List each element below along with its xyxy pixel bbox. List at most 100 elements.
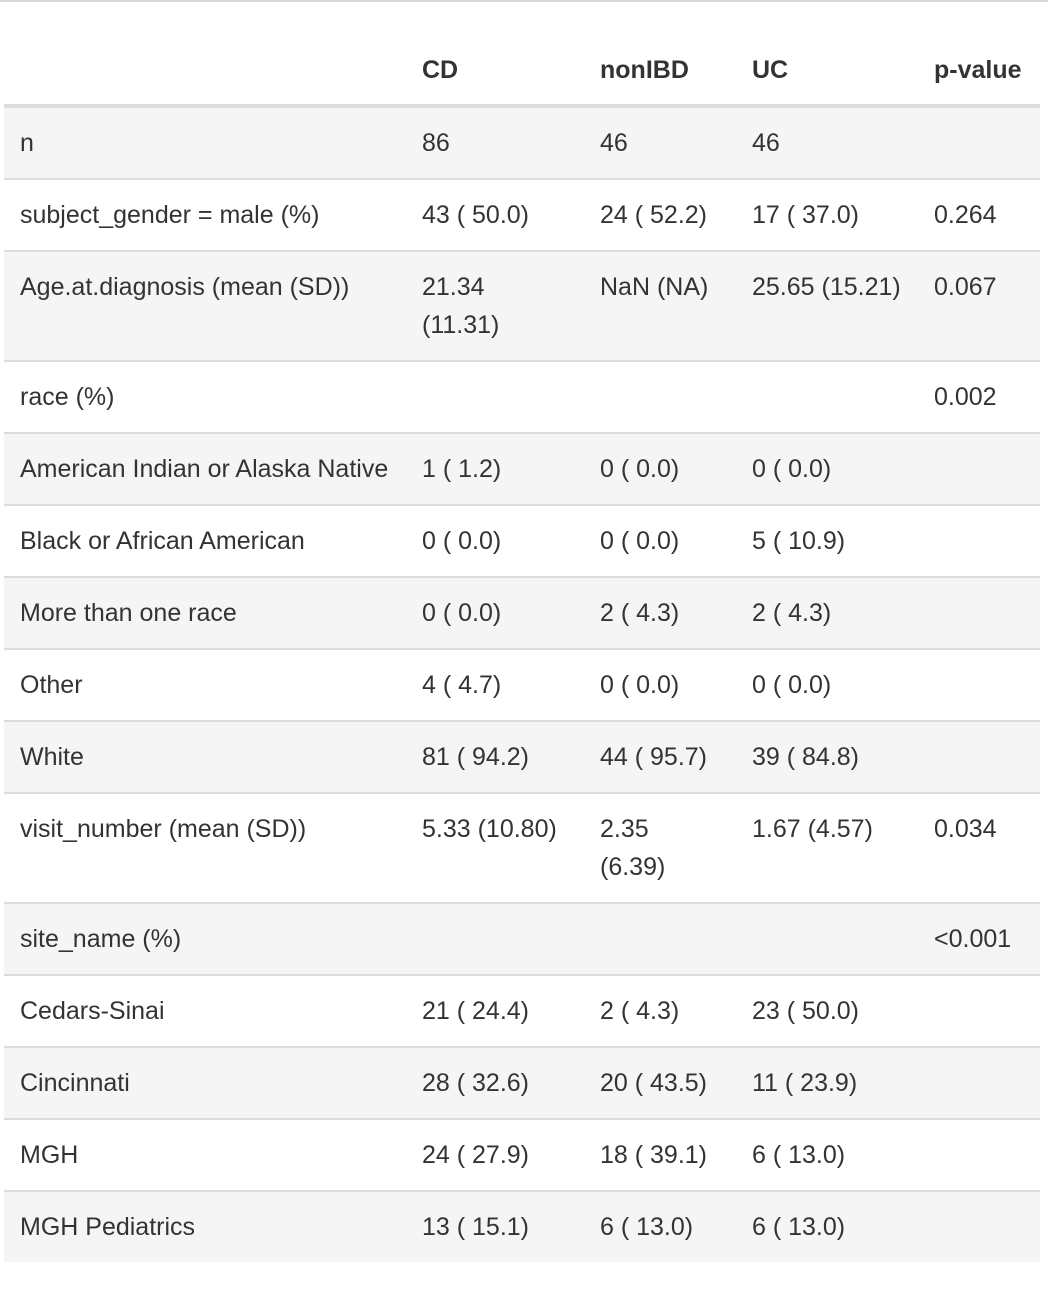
cell-p-value: 0.067 bbox=[918, 250, 1040, 361]
cell-p-value bbox=[918, 648, 1040, 721]
cell-uc: 11 ( 23.9) bbox=[736, 1046, 918, 1119]
cell-variable: n bbox=[4, 106, 406, 179]
cell-nonibd: 6 ( 13.0) bbox=[584, 1190, 736, 1262]
cell-nonibd: 24 ( 52.2) bbox=[584, 178, 736, 251]
top-rule bbox=[0, 0, 1048, 2]
cell-cd: 1 ( 1.2) bbox=[406, 432, 584, 505]
cell-uc: 17 ( 37.0) bbox=[736, 178, 918, 251]
cell-uc: 5 ( 10.9) bbox=[736, 504, 918, 577]
cell-uc bbox=[736, 360, 918, 433]
cell-cd: 5.33 (10.80) bbox=[406, 792, 584, 903]
header-cell-uc: UC bbox=[736, 2, 918, 108]
table-body: n 86 46 46 subject_gender = male (%) 43 ( 50.… bbox=[4, 106, 1040, 1262]
cell-variable: race (%) bbox=[4, 360, 406, 433]
cell-nonibd: NaN (NA) bbox=[584, 250, 736, 361]
cell-cd bbox=[406, 360, 584, 433]
cell-nonibd bbox=[584, 902, 736, 975]
table-row: subject_gender = male (%) 43 ( 50.0) 24 ( … bbox=[4, 178, 1040, 251]
table-row: MGH 24 ( 27.9) 18 ( 39.1) 6 ( 13.0) bbox=[4, 1118, 1040, 1191]
header-cell-p-value: p-​value bbox=[918, 2, 1040, 108]
cell-variable: MGH bbox=[4, 1118, 406, 1191]
cell-nonibd: 44 ( 95.7) bbox=[584, 720, 736, 793]
cell-variable: Other bbox=[4, 648, 406, 721]
cell-p-value bbox=[918, 974, 1040, 1047]
cell-cd: 0 ( 0.0) bbox=[406, 504, 584, 577]
cell-cd: 24 ( 27.9) bbox=[406, 1118, 584, 1191]
cell-p-value bbox=[918, 106, 1040, 179]
table-row: visit_number (mean (SD)) 5.33 (10.80) 2.35… bbox=[4, 792, 1040, 903]
cell-p-value: 0.034 bbox=[918, 792, 1040, 903]
cell-cd: 21.34 (11.31) bbox=[406, 250, 584, 361]
table-row: Other 4 ( 4.7) 0 ( 0.0) 0 ( 0.0) bbox=[4, 648, 1040, 721]
table-row: Age.at.diagnosis (mean (SD)) 21.34 (11.31… bbox=[4, 250, 1040, 361]
cell-cd: 13 ( 15.1) bbox=[406, 1190, 584, 1262]
table-row: site_name (%) <0.001 bbox=[4, 902, 1040, 975]
cell-p-value: <0.001 bbox=[918, 902, 1040, 975]
table-row: MGH Pediatrics 13 ( 15.1) 6 ( 13.0) 6 ( 13.… bbox=[4, 1190, 1040, 1262]
cell-cd bbox=[406, 902, 584, 975]
cell-cd: 81 ( 94.2) bbox=[406, 720, 584, 793]
cell-variable: White bbox=[4, 720, 406, 793]
cell-uc: 25.65 (15.21) bbox=[736, 250, 918, 361]
cell-uc: 23 ( 50.0) bbox=[736, 974, 918, 1047]
table-row: Cedars-Sinai 21 ( 24.4) 2 ( 4.3) 23 ( 50.0) bbox=[4, 974, 1040, 1047]
cell-uc: 2 ( 4.3) bbox=[736, 576, 918, 649]
cell-nonibd: 0 ( 0.0) bbox=[584, 648, 736, 721]
cell-nonibd bbox=[584, 360, 736, 433]
header-cell-cd: CD bbox=[406, 2, 584, 108]
table-row: n 86 46 46 bbox=[4, 106, 1040, 179]
cell-p-value: 0.002 bbox=[918, 360, 1040, 433]
cell-cd: 28 ( 32.6) bbox=[406, 1046, 584, 1119]
cell-uc bbox=[736, 902, 918, 975]
summary-table: CD nonIBD UC p-​value n 86 46 46 subject_gen… bbox=[4, 2, 1040, 1262]
cell-variable: Black or African American bbox=[4, 504, 406, 577]
cell-nonibd: 0 ( 0.0) bbox=[584, 432, 736, 505]
table-row: Black or African American 0 ( 0.0) 0 ( 0.0… bbox=[4, 504, 1040, 577]
cell-p-value bbox=[918, 1046, 1040, 1119]
cell-uc: 0 ( 0.0) bbox=[736, 432, 918, 505]
table-row: White 81 ( 94.2) 44 ( 95.7) 39 ( 84.8) bbox=[4, 720, 1040, 793]
header-cell-nonibd: nonIBD bbox=[584, 2, 736, 108]
table-row: More than one race 0 ( 0.0) 2 ( 4.3) 2 ( 4.… bbox=[4, 576, 1040, 649]
cell-p-value bbox=[918, 720, 1040, 793]
header-cell-variable bbox=[4, 2, 406, 108]
cell-p-value bbox=[918, 1190, 1040, 1262]
cell-nonibd: 2 ( 4.3) bbox=[584, 974, 736, 1047]
cell-uc: 39 ( 84.8) bbox=[736, 720, 918, 793]
cell-cd: 4 ( 4.7) bbox=[406, 648, 584, 721]
cell-variable: Age.at.diagnosis (mean (SD)) bbox=[4, 250, 406, 361]
cell-variable: More than one race bbox=[4, 576, 406, 649]
cell-variable: MGH Pediatrics bbox=[4, 1190, 406, 1262]
cell-cd: 86 bbox=[406, 106, 584, 179]
cell-nonibd: 18 ( 39.1) bbox=[584, 1118, 736, 1191]
cell-uc: 1.67 (4.57) bbox=[736, 792, 918, 903]
cell-cd: 0 ( 0.0) bbox=[406, 576, 584, 649]
cell-nonibd: 0 ( 0.0) bbox=[584, 504, 736, 577]
table-row: American Indian or Alaska Native 1 ( 1.2)… bbox=[4, 432, 1040, 505]
cell-uc: 6 ( 13.0) bbox=[736, 1190, 918, 1262]
cell-variable: Cincinnati bbox=[4, 1046, 406, 1119]
header-row: CD nonIBD UC p-​value bbox=[4, 2, 1040, 108]
cell-uc: 0 ( 0.0) bbox=[736, 648, 918, 721]
cell-p-value bbox=[918, 576, 1040, 649]
cell-nonibd: 2 ( 4.3) bbox=[584, 576, 736, 649]
cell-nonibd: 20 ( 43.5) bbox=[584, 1046, 736, 1119]
cell-nonibd: 46 bbox=[584, 106, 736, 179]
cell-p-value bbox=[918, 1118, 1040, 1191]
cell-p-value bbox=[918, 432, 1040, 505]
cell-variable: subject_gender = male (%) bbox=[4, 178, 406, 251]
table-header: CD nonIBD UC p-​value bbox=[4, 2, 1040, 108]
cell-variable: site_name (%) bbox=[4, 902, 406, 975]
cell-variable: Cedars-Sinai bbox=[4, 974, 406, 1047]
cell-cd: 43 ( 50.0) bbox=[406, 178, 584, 251]
cell-uc: 46 bbox=[736, 106, 918, 179]
table-row: race (%) 0.002 bbox=[4, 360, 1040, 433]
table-row: Cincinnati 28 ( 32.6) 20 ( 43.5) 11 ( 23.9) bbox=[4, 1046, 1040, 1119]
cell-variable: American Indian or Alaska Native bbox=[4, 432, 406, 505]
cell-variable: visit_number (mean (SD)) bbox=[4, 792, 406, 903]
cell-uc: 6 ( 13.0) bbox=[736, 1118, 918, 1191]
cell-p-value bbox=[918, 504, 1040, 577]
cell-cd: 21 ( 24.4) bbox=[406, 974, 584, 1047]
cell-nonibd: 2.35 (6.39) bbox=[584, 792, 736, 903]
cell-p-value: 0.264 bbox=[918, 178, 1040, 251]
